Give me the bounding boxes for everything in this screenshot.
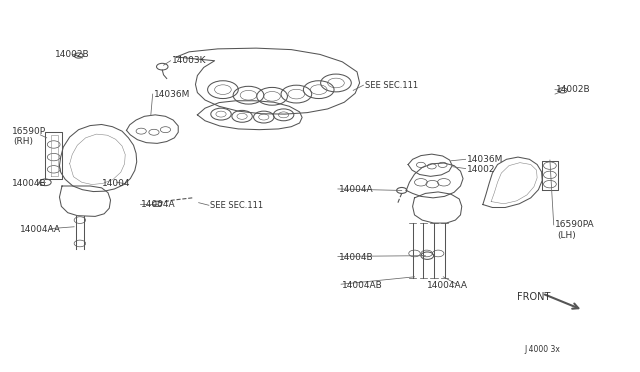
Text: (LH): (LH)	[557, 231, 576, 240]
Text: 14004B: 14004B	[12, 179, 47, 188]
Text: (RH): (RH)	[13, 137, 33, 146]
Text: 14004B: 14004B	[339, 253, 374, 262]
Text: J 4000 3x: J 4000 3x	[524, 344, 560, 353]
Text: SEE SEC.111: SEE SEC.111	[365, 81, 418, 90]
Text: 16590P: 16590P	[12, 126, 46, 136]
Text: 14004AA: 14004AA	[428, 281, 468, 290]
Text: 16590PA: 16590PA	[555, 221, 595, 230]
Text: 14036M: 14036M	[467, 155, 503, 164]
Text: 14002B: 14002B	[55, 50, 90, 59]
Text: 14002: 14002	[467, 165, 495, 174]
Text: FRONT: FRONT	[516, 292, 550, 302]
Text: 14004AB: 14004AB	[342, 281, 383, 290]
Text: 14004A: 14004A	[339, 185, 374, 194]
Text: SEE SEC.111: SEE SEC.111	[210, 201, 263, 210]
Text: 14004A: 14004A	[141, 200, 176, 209]
Text: 14004AA: 14004AA	[20, 225, 61, 234]
Text: 14036M: 14036M	[154, 90, 190, 99]
Text: 14003K: 14003K	[172, 56, 206, 65]
Text: 14002B: 14002B	[556, 85, 591, 94]
Text: 14004: 14004	[102, 179, 130, 188]
